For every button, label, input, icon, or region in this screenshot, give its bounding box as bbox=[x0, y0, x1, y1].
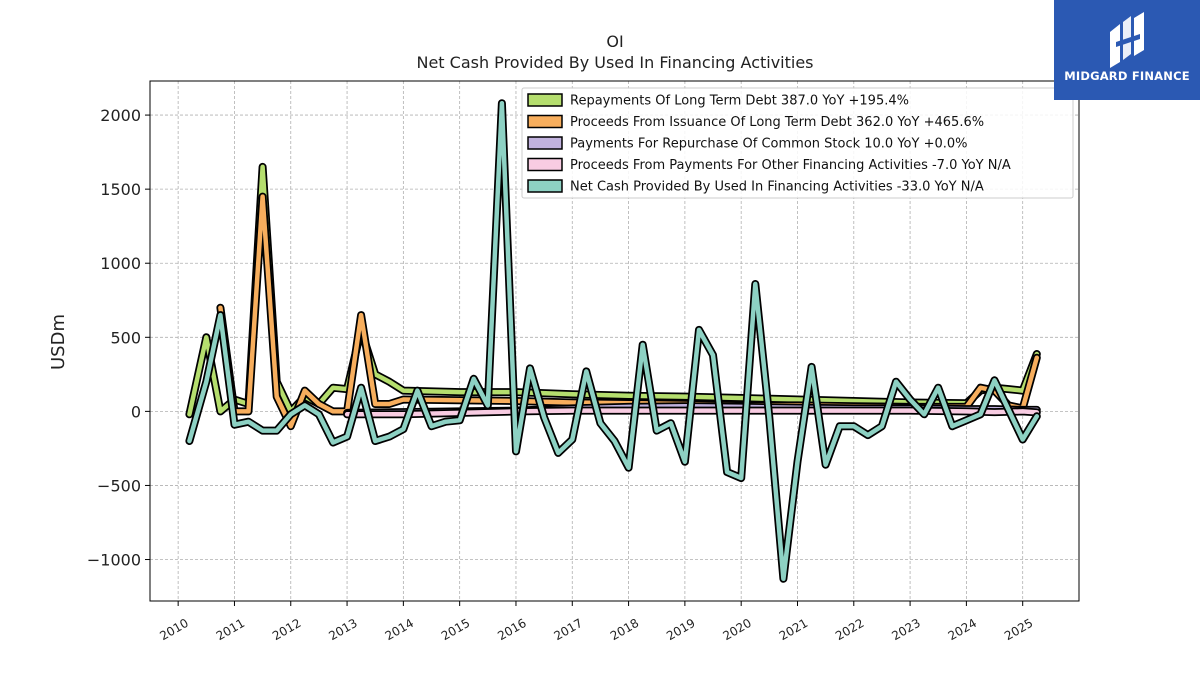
series-outline bbox=[185, 162, 1041, 419]
x-tick-label: 2012 bbox=[270, 616, 303, 643]
legend: Repayments Of Long Term Debt 387.0 YoY +… bbox=[521, 87, 1074, 199]
chart-title: OI bbox=[606, 32, 623, 51]
y-tick-label: 0 bbox=[131, 402, 141, 421]
series-5 bbox=[185, 99, 1041, 583]
y-tick-label: 2000 bbox=[100, 106, 141, 125]
plot-frame bbox=[149, 80, 1080, 602]
x-tick-label: 2022 bbox=[833, 616, 866, 643]
chart-subtitle: Net Cash Provided By Used In Financing A… bbox=[416, 53, 813, 72]
legend-label: Payments For Repurchase Of Common Stock … bbox=[570, 137, 968, 152]
y-tick-label: 1000 bbox=[100, 254, 141, 273]
series-line bbox=[187, 100, 1040, 582]
legend-label: Repayments Of Long Term Debt 387.0 YoY +… bbox=[570, 94, 909, 109]
x-tick-label: 2024 bbox=[946, 616, 979, 643]
legend-box bbox=[521, 87, 1074, 199]
y-tick-label: 1500 bbox=[100, 180, 141, 199]
legend-swatch bbox=[527, 179, 563, 193]
legend-label: Proceeds From Payments For Other Financi… bbox=[570, 158, 1011, 173]
x-tick-label: 2017 bbox=[552, 616, 585, 643]
legend-swatch bbox=[527, 93, 563, 107]
series-line bbox=[187, 164, 1040, 417]
y-axis-label: USDm bbox=[48, 314, 69, 370]
x-tick-label: 2018 bbox=[608, 616, 641, 643]
legend-swatch bbox=[527, 114, 563, 129]
x-tick-label: 2023 bbox=[889, 616, 922, 643]
x-tick-label: 2016 bbox=[495, 616, 528, 643]
series-1 bbox=[185, 162, 1041, 419]
midgard-logo-icon bbox=[1110, 12, 1144, 68]
brand-logo: MIDGARD FINANCE bbox=[1054, 0, 1200, 100]
legend-swatch bbox=[527, 136, 563, 150]
legend-swatch bbox=[527, 157, 563, 172]
x-tick-label: 2015 bbox=[439, 616, 472, 643]
legend-label: Proceeds From Issuance Of Long Term Debt… bbox=[570, 115, 984, 130]
legend-label: Net Cash Provided By Used In Financing A… bbox=[570, 180, 984, 195]
brand-name: MIDGARD FINANCE bbox=[1064, 69, 1190, 83]
x-tick-label: 2011 bbox=[214, 616, 247, 643]
x-tick-label: 2021 bbox=[777, 616, 810, 643]
x-tick-label: 2010 bbox=[157, 616, 190, 643]
x-tick-label: 2020 bbox=[720, 616, 753, 643]
x-tick-label: 2014 bbox=[383, 616, 416, 643]
x-tick-label: 2013 bbox=[326, 616, 359, 643]
series-layer bbox=[185, 99, 1041, 583]
y-tick-label: −500 bbox=[97, 476, 141, 495]
y-tick-label: 500 bbox=[110, 328, 141, 347]
x-tick-label: 2025 bbox=[1002, 616, 1035, 643]
x-tick-label: 2019 bbox=[664, 616, 697, 643]
y-tick-label: −1000 bbox=[87, 551, 141, 570]
